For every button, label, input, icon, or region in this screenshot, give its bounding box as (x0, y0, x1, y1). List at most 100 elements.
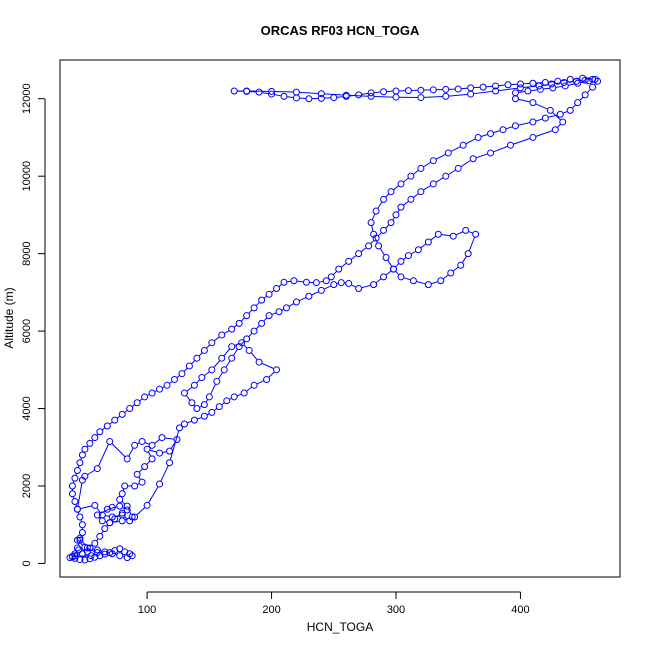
data-point (335, 265, 343, 273)
data-point (392, 87, 400, 95)
series-segment (136, 507, 146, 516)
series-segment (385, 193, 390, 198)
data-point (163, 381, 171, 389)
series-segment (137, 483, 140, 485)
data-point (243, 87, 251, 95)
data-point (235, 343, 243, 351)
data-point (230, 393, 238, 401)
data-point (566, 106, 574, 114)
data-point (437, 277, 445, 285)
data-point (93, 465, 101, 473)
series-segment (124, 410, 128, 413)
data-point (536, 85, 544, 93)
data-point (81, 445, 89, 453)
data-point (93, 546, 101, 554)
data-point (243, 335, 251, 343)
x-tick-label: 200 (262, 604, 280, 616)
data-point (121, 482, 129, 490)
data-point (275, 308, 283, 316)
data-point (367, 219, 375, 227)
data-point (116, 552, 124, 560)
data-point (392, 93, 400, 101)
data-point (469, 155, 477, 163)
data-point (71, 474, 79, 482)
data-point (68, 490, 76, 498)
data-point (280, 92, 288, 100)
series-segment (221, 402, 225, 406)
data-point (442, 92, 450, 100)
series-segment (361, 284, 371, 289)
data-point (487, 130, 495, 138)
data-point (71, 497, 79, 505)
data-point (367, 92, 375, 100)
series-segment (568, 83, 575, 86)
series-segment (435, 177, 444, 183)
y-tick-label: 6000 (21, 319, 33, 343)
series-segment (162, 386, 165, 389)
data-point (572, 77, 580, 85)
data-point (173, 436, 181, 444)
data-point (372, 234, 380, 242)
data-point (228, 343, 236, 351)
series-segment (137, 442, 140, 445)
series-segment (403, 277, 411, 281)
data-point (429, 180, 437, 188)
series-segment (77, 483, 83, 507)
series-segment (111, 443, 126, 457)
data-point (492, 82, 500, 90)
data-point (200, 401, 208, 409)
data-point (190, 381, 198, 389)
data-point (549, 84, 557, 92)
data-point (459, 141, 467, 149)
data-point (143, 445, 151, 453)
data-point (417, 86, 425, 94)
data-point (345, 279, 353, 287)
y-axis: 0 2000 4000 6000 8000 10000 12000 (21, 83, 46, 567)
data-point (479, 83, 487, 91)
data-point (111, 416, 119, 424)
data-point (317, 90, 325, 98)
data-point (566, 75, 574, 83)
data-point (123, 455, 131, 463)
data-point (141, 393, 149, 401)
data-point (442, 172, 450, 180)
series-segment (371, 225, 374, 232)
data-point (243, 312, 251, 320)
y-tick-label: 8000 (21, 241, 33, 265)
series-segment (122, 507, 125, 509)
series-segment (393, 185, 399, 191)
data-point (68, 482, 76, 490)
series-segment (214, 408, 218, 411)
data-point (78, 521, 86, 529)
data-point (86, 555, 94, 563)
series-segment (268, 371, 275, 378)
data-point (175, 424, 183, 432)
data-point (93, 511, 101, 519)
data-point (292, 298, 300, 306)
series-segment (333, 271, 337, 275)
series-segment (297, 280, 304, 283)
y-tick-label: 2000 (21, 474, 33, 498)
data-point (76, 536, 84, 544)
series-segment (486, 85, 493, 88)
data-point (91, 553, 99, 561)
data-point (143, 501, 151, 509)
series-segment (385, 270, 392, 276)
data-point (370, 281, 378, 289)
data-point (200, 412, 208, 420)
series-segment (468, 231, 473, 234)
series-segment (225, 360, 231, 368)
data-point (355, 250, 363, 258)
data-point (235, 319, 243, 327)
series-segment (374, 237, 378, 244)
series-segment (468, 237, 475, 251)
data-point (86, 439, 94, 447)
data-point (585, 77, 593, 85)
series-segment (248, 309, 253, 314)
series-segment (241, 317, 245, 322)
data-point (116, 502, 124, 510)
series-segment (587, 89, 591, 93)
series-segment (403, 200, 409, 206)
data-point (76, 534, 84, 542)
series-segment (102, 427, 106, 431)
